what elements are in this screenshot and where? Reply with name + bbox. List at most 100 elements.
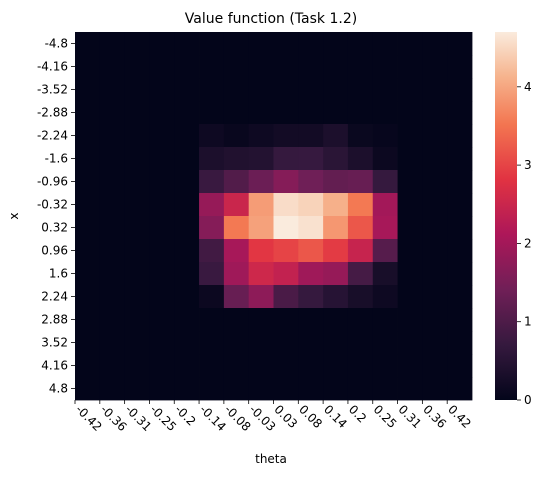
heatmap-cell: [223, 354, 250, 378]
heatmap-cell: [422, 285, 448, 309]
heatmap-cell: [298, 32, 324, 56]
heatmap-cell: [273, 354, 299, 378]
heatmap-cell: [347, 239, 374, 263]
heatmap-cell: [298, 285, 324, 309]
heatmap-cell: [347, 101, 374, 125]
heatmap-cell: [248, 193, 274, 217]
heatmap-cell: [149, 331, 175, 355]
heatmap-cell: [174, 147, 200, 171]
heatmap-cell: [149, 193, 175, 217]
y-tick-label: -3.52: [37, 83, 68, 97]
x-tick-label: 0.25: [371, 402, 400, 431]
heatmap-cell: [174, 170, 200, 194]
heatmap-cell: [149, 170, 175, 194]
heatmap-cell: [149, 101, 175, 125]
heatmap-cell: [298, 101, 324, 125]
heatmap-cell: [298, 262, 324, 286]
heatmap-cell: [75, 331, 101, 355]
heatmap-cell: [75, 124, 101, 148]
heatmap-cell: [372, 170, 398, 194]
x-axis-label: theta: [255, 452, 287, 466]
heatmap-cell: [174, 239, 200, 263]
heatmap-cell: [347, 262, 374, 286]
x-tick-label: -0.25: [147, 402, 179, 434]
heatmap-cell: [273, 32, 299, 56]
heatmap-cell: [124, 308, 150, 332]
heatmap-cell: [149, 124, 175, 148]
heatmap-cell: [347, 216, 374, 240]
heatmap-cell: [124, 331, 150, 355]
heatmap-cell: [99, 331, 126, 355]
heatmap-cell: [174, 32, 200, 56]
heatmap-cell: [397, 147, 423, 171]
x-tick-label: 0.31: [395, 402, 424, 431]
heatmap-cell: [149, 78, 175, 102]
heatmap-cell: [422, 262, 448, 286]
heatmap-cell: [199, 78, 225, 102]
heatmap-cell: [323, 308, 349, 332]
colorbar-tick-label: 0: [524, 393, 532, 407]
heatmap-cell: [248, 32, 274, 56]
heatmap-cell: [199, 55, 225, 79]
heatmap-cell: [273, 216, 299, 240]
heatmap-cell: [223, 193, 250, 217]
colorbar-tick-label: 2: [524, 236, 532, 250]
colorbar-tick-label: 3: [524, 158, 532, 172]
heatmap-cell: [298, 55, 324, 79]
heatmap-cell: [223, 331, 250, 355]
heatmap-cell: [397, 101, 423, 125]
x-tick-label: 0.36: [420, 402, 449, 431]
heatmap-cell: [347, 55, 374, 79]
heatmap-cell: [372, 308, 398, 332]
heatmap-cell: [422, 147, 448, 171]
heatmap-cell: [447, 55, 473, 79]
heatmap-cell: [248, 78, 274, 102]
heatmap-cell: [372, 78, 398, 102]
heatmap-cell: [174, 193, 200, 217]
heatmap-cell: [447, 147, 473, 171]
heatmap-cell: [397, 354, 423, 378]
heatmap-cell: [248, 354, 274, 378]
y-tick-label: -0.32: [37, 198, 68, 212]
heatmap-cell: [323, 377, 349, 401]
heatmap-cell: [323, 216, 349, 240]
heatmap-cell: [273, 262, 299, 286]
heatmap-cell: [75, 262, 101, 286]
x-axis-ticks: -0.42-0.36-0.31-0.25-0.2-0.14-0.08-0.030…: [73, 400, 474, 434]
heatmap-cell: [223, 32, 250, 56]
heatmap-cell: [447, 78, 473, 102]
heatmap-cell: [372, 377, 398, 401]
heatmap-cell: [223, 147, 250, 171]
heatmap-cell: [298, 377, 324, 401]
heatmap-cell: [323, 354, 349, 378]
heatmap-cell: [75, 354, 101, 378]
heatmap-cell: [248, 377, 274, 401]
heatmap-cell: [99, 377, 126, 401]
heatmap-cell: [99, 216, 126, 240]
heatmap-cell: [372, 262, 398, 286]
y-tick-label: -4.8: [45, 37, 68, 51]
y-tick-label: 1.6: [49, 267, 68, 281]
colorbar: [495, 32, 517, 400]
x-tick-label: -0.14: [197, 402, 229, 434]
heatmap-cell: [447, 285, 473, 309]
heatmap-cell: [199, 262, 225, 286]
heatmap-cell: [75, 239, 101, 263]
x-tick-label: -0.42: [73, 402, 105, 434]
heatmap-cell: [248, 170, 274, 194]
heatmap-cell: [447, 262, 473, 286]
heatmap-cell: [149, 354, 175, 378]
heatmap-cell: [422, 354, 448, 378]
heatmap-cell: [372, 285, 398, 309]
heatmap-cell: [273, 147, 299, 171]
heatmap-cell: [347, 193, 374, 217]
heatmap-cell: [372, 32, 398, 56]
heatmap-cell: [347, 78, 374, 102]
heatmap-cell: [298, 124, 324, 148]
heatmap-cell: [372, 55, 398, 79]
heatmap-cell: [223, 285, 250, 309]
heatmap-cell: [124, 377, 150, 401]
heatmap-cell: [199, 377, 225, 401]
heatmap-cell: [75, 78, 101, 102]
heatmap-cell: [248, 331, 274, 355]
